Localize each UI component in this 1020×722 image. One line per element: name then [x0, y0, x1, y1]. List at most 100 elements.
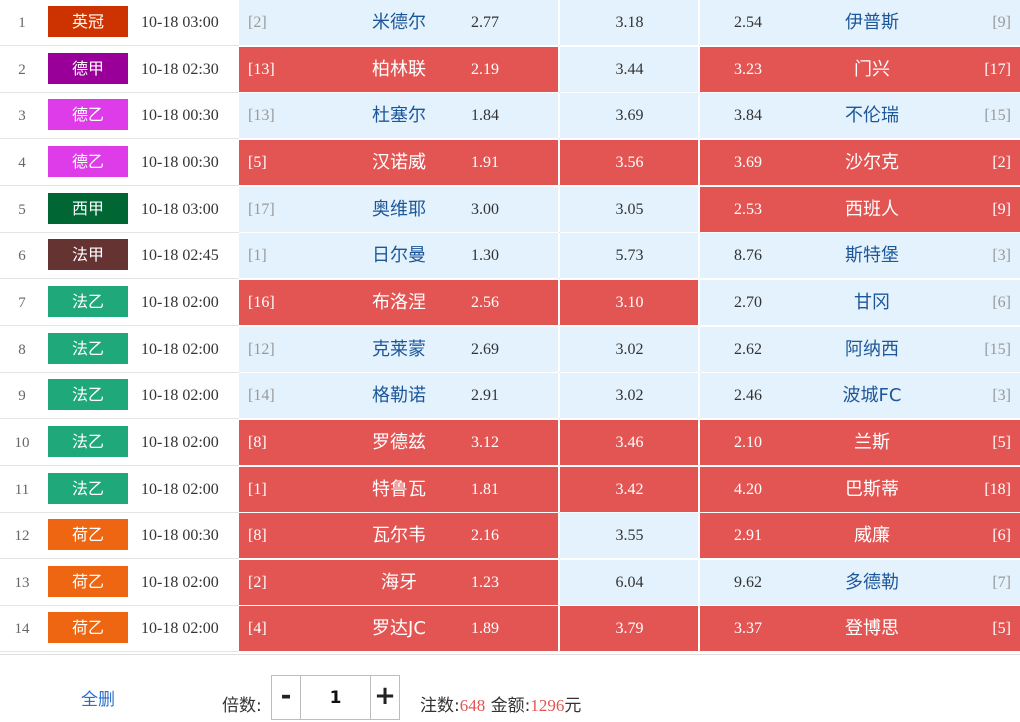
away-win-option[interactable]: 3.69 沙尔克 [2]: [700, 139, 1020, 186]
away-win-option[interactable]: 2.62 阿纳西 [15]: [700, 326, 1020, 373]
draw-option[interactable]: 3.55: [560, 513, 699, 560]
draw-odds: 3.42: [615, 480, 644, 498]
increase-button[interactable]: +: [370, 676, 399, 719]
home-win-option[interactable]: [16] 布洛涅 2.56: [239, 279, 559, 326]
draw-option[interactable]: 3.42: [560, 466, 699, 513]
home-win-option[interactable]: [1] 特鲁瓦 1.81: [239, 466, 559, 513]
away-win-option[interactable]: 2.70 甘冈 [6]: [700, 279, 1020, 326]
home-team: 克莱蒙: [372, 338, 426, 360]
away-win-option[interactable]: 2.53 西班人 [9]: [700, 186, 1020, 233]
home-team: 奥维耶: [372, 198, 426, 220]
away-win-option[interactable]: 2.46 波城FC [3]: [700, 373, 1020, 420]
away-win-option[interactable]: 2.10 兰斯 [5]: [700, 419, 1020, 466]
draw-odds: 3.05: [615, 200, 644, 218]
match-row: 2 德甲 10-18 02:30 [13] 柏林联 2.19 3.44 3.23…: [0, 46, 1020, 93]
home-win-option[interactable]: [1] 日尔曼 1.30: [239, 233, 559, 280]
draw-option[interactable]: 3.02: [560, 326, 699, 373]
loss-odds: 2.10: [734, 433, 762, 451]
win-odds: 2.69: [471, 340, 499, 358]
league-badge: 德甲: [48, 52, 128, 84]
draw-odds: 5.73: [615, 247, 644, 265]
away-team: 多德勒: [845, 571, 899, 593]
league-badge: 英冠: [48, 6, 128, 37]
home-rank: [4]: [248, 620, 267, 638]
match-time: 10-18 00:30: [141, 107, 219, 125]
match-time: 10-18 00:30: [141, 527, 219, 545]
away-rank: [6]: [992, 527, 1011, 545]
home-team: 杜塞尔: [372, 105, 426, 127]
win-odds: 3.12: [471, 433, 499, 451]
match-number: 6: [18, 248, 26, 265]
match-time: 10-18 02:00: [141, 340, 219, 358]
match-number: 11: [14, 481, 30, 498]
match-row: 6 法甲 10-18 02:45 [1] 日尔曼 1.30 5.73 8.76 …: [0, 233, 1020, 280]
home-team: 日尔曼: [372, 245, 426, 267]
draw-option[interactable]: 3.69: [560, 93, 699, 140]
draw-option[interactable]: 3.44: [560, 46, 699, 93]
draw-option[interactable]: 3.10: [560, 279, 699, 326]
match-row: 14 荷乙 10-18 02:00 [4] 罗达JC 1.89 3.79 3.3…: [0, 606, 1020, 653]
home-win-option[interactable]: [4] 罗达JC 1.89: [239, 606, 559, 653]
away-rank: [6]: [992, 293, 1011, 311]
league-badge: 荷乙: [48, 565, 128, 597]
clear-all-button[interactable]: 全删: [81, 690, 115, 710]
home-win-option[interactable]: [17] 奥维耶 3.00: [239, 186, 559, 233]
away-win-option[interactable]: 4.20 巴斯蒂 [18]: [700, 466, 1020, 513]
home-win-option[interactable]: [8] 瓦尔韦 2.16: [239, 513, 559, 560]
away-win-option[interactable]: 3.84 不伦瑞 [15]: [700, 93, 1020, 140]
match-time: 10-18 02:00: [141, 573, 219, 591]
away-rank: [2]: [992, 153, 1011, 171]
away-win-option[interactable]: 3.23 门兴 [17]: [700, 46, 1020, 93]
match-time: 10-18 03:00: [141, 14, 219, 31]
decrease-button[interactable]: -: [272, 676, 301, 719]
match-row: 9 法乙 10-18 02:00 [14] 格勒诺 2.91 3.02 2.46…: [0, 373, 1020, 420]
win-odds: 2.56: [471, 293, 499, 311]
home-team: 海牙: [381, 571, 417, 593]
match-time: 10-18 02:00: [141, 387, 219, 405]
away-team: 斯特堡: [845, 245, 899, 267]
away-win-option[interactable]: 2.91 威廉 [6]: [700, 513, 1020, 560]
home-team: 罗德兹: [372, 431, 426, 453]
home-win-option[interactable]: [14] 格勒诺 2.91: [239, 373, 559, 420]
away-rank: [5]: [992, 433, 1011, 451]
draw-option[interactable]: 6.04: [560, 559, 699, 606]
away-win-option[interactable]: 9.62 多德勒 [7]: [700, 559, 1020, 606]
home-win-option[interactable]: [2] 米德尔 2.77: [239, 0, 559, 46]
match-row: 4 德乙 10-18 00:30 [5] 汉诺威 1.91 3.56 3.69 …: [0, 139, 1020, 186]
draw-odds: 3.18: [615, 14, 644, 31]
loss-odds: 3.84: [734, 107, 762, 125]
match-number: 10: [14, 434, 30, 451]
home-win-option[interactable]: [13] 柏林联 2.19: [239, 46, 559, 93]
bet-summary: 注数:648 金额:1296元: [420, 691, 581, 716]
draw-option[interactable]: 3.79: [560, 606, 699, 653]
away-win-option[interactable]: 8.76 斯特堡 [3]: [700, 233, 1020, 280]
home-win-option[interactable]: [13] 杜塞尔 1.84: [239, 93, 559, 140]
draw-option[interactable]: 3.02: [560, 373, 699, 420]
match-number: 12: [14, 528, 30, 545]
home-win-option[interactable]: [8] 罗德兹 3.12: [239, 419, 559, 466]
home-win-option[interactable]: [2] 海牙 1.23: [239, 559, 559, 606]
league-badge: 法甲: [48, 239, 128, 271]
away-win-option[interactable]: 3.37 登博思 [5]: [700, 606, 1020, 653]
away-rank: [15]: [984, 107, 1011, 125]
multiplier-input[interactable]: [301, 676, 370, 719]
draw-odds: 3.69: [615, 107, 644, 125]
draw-option[interactable]: 3.05: [560, 186, 699, 233]
match-row: 13 荷乙 10-18 02:00 [2] 海牙 1.23 6.04 9.62 …: [0, 559, 1020, 606]
away-win-option[interactable]: 2.54 伊普斯 [9]: [700, 0, 1020, 46]
home-win-option[interactable]: [5] 汉诺威 1.91: [239, 139, 559, 186]
draw-option[interactable]: 3.56: [560, 139, 699, 186]
away-rank: [9]: [992, 200, 1011, 218]
draw-option[interactable]: 3.46: [560, 419, 699, 466]
amount-label: 金额:: [490, 696, 531, 716]
away-rank: [7]: [992, 573, 1011, 591]
draw-option[interactable]: 3.18: [560, 0, 699, 46]
home-rank: [16]: [248, 293, 275, 311]
home-win-option[interactable]: [12] 克莱蒙 2.69: [239, 326, 559, 373]
draw-option[interactable]: 5.73: [560, 233, 699, 280]
bet-footer: 全删 倍数: - + 注数:648 金额:1296元: [0, 654, 1020, 722]
home-rank: [1]: [248, 480, 267, 498]
league-badge: 法乙: [48, 472, 128, 504]
loss-odds: 8.76: [734, 247, 762, 265]
home-rank: [17]: [248, 200, 275, 218]
